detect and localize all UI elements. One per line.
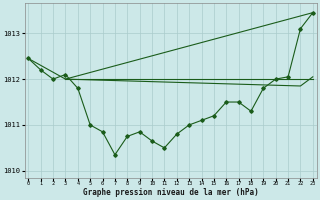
X-axis label: Graphe pression niveau de la mer (hPa): Graphe pression niveau de la mer (hPa) xyxy=(83,188,259,197)
